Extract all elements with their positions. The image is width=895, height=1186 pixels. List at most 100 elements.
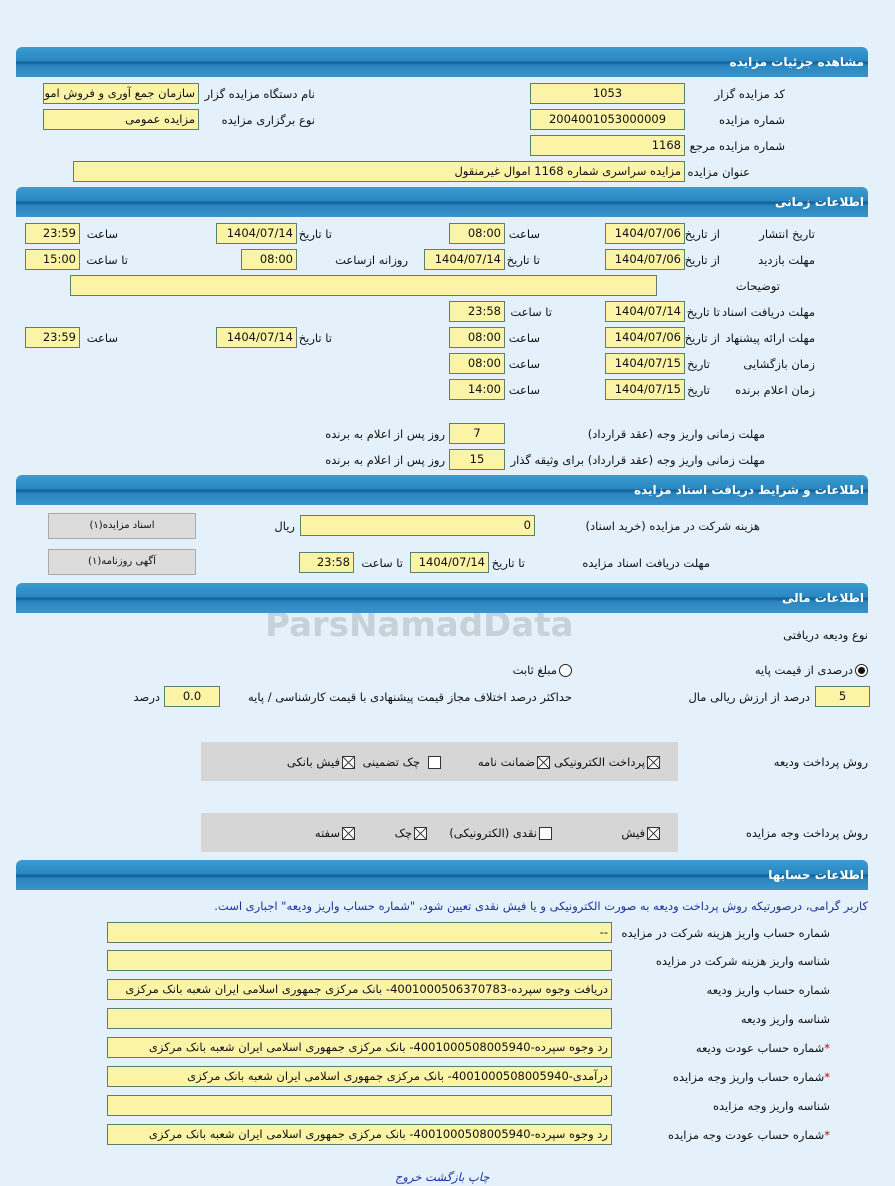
- to-date-label: تا تاریخ: [506, 253, 540, 267]
- account-field[interactable]: رد وجوه سپرده-4001000508005940- بانک مرک…: [107, 1037, 612, 1058]
- time-label: ساعت: [86, 331, 118, 345]
- newspaper-ad-button[interactable]: آگهی روزنامه(۱): [48, 549, 196, 575]
- time-label: ساعت: [86, 227, 118, 241]
- checkbox-label: پرداخت الکترونیکی: [554, 755, 645, 769]
- currency-label: ریال: [274, 519, 295, 533]
- pay-deadline-suffix: روز پس از اعلام به برنده: [325, 427, 445, 441]
- checkbox-checked-icon[interactable]: [647, 826, 660, 840]
- publish-to-time[interactable]: 23:59: [25, 223, 80, 244]
- docs-date-field[interactable]: 1404/07/14: [410, 552, 489, 573]
- checkbox-cheque[interactable]: چک تضمینی: [363, 755, 441, 769]
- checkbox-unchecked-icon[interactable]: [428, 755, 441, 769]
- account-label: *شماره حساب واریز وجه مزایده: [673, 1070, 830, 1084]
- opening-date[interactable]: 1404/07/15: [605, 353, 685, 374]
- visit-to-date[interactable]: 1404/07/14: [424, 249, 505, 270]
- auction-docs-button[interactable]: اسناد مزایده(۱): [48, 513, 196, 539]
- checkbox-label: چک: [394, 826, 412, 840]
- checkbox-unchecked-icon[interactable]: [539, 826, 552, 840]
- checkbox-slip[interactable]: فیش: [621, 826, 660, 840]
- account-field[interactable]: [107, 1095, 612, 1116]
- offer-to-date[interactable]: 1404/07/14: [216, 327, 297, 348]
- ref-label: شماره مزایده مرجع: [689, 139, 785, 153]
- docs-to-date[interactable]: 1404/07/14: [605, 301, 685, 322]
- account-field[interactable]: [107, 1008, 612, 1029]
- subject-field[interactable]: مزایده سراسری شماره 1168 اموال غیرمنقول: [73, 161, 685, 182]
- exit-link[interactable]: خروج: [395, 1170, 422, 1184]
- account-label: شناسه واریز هزینه شرکت در مزایده: [656, 954, 830, 968]
- pay-deadline-pledger-field[interactable]: 15: [449, 449, 505, 470]
- checkbox-checked-icon[interactable]: [342, 755, 355, 769]
- publish-to-date[interactable]: 1404/07/14: [216, 223, 297, 244]
- max-diff-field[interactable]: 0.0: [164, 686, 220, 707]
- offer-to-time[interactable]: 23:59: [25, 327, 80, 348]
- checkbox-promissory[interactable]: سفته: [315, 826, 355, 840]
- visit-to-time[interactable]: 15:00: [25, 249, 80, 270]
- ref-field[interactable]: 1168: [530, 135, 685, 156]
- offer-from-time[interactable]: 08:00: [449, 327, 505, 348]
- payment-method-label: روش پرداخت وجه مزایده: [745, 826, 868, 840]
- accounts-note: کاربر گرامی، درصورتیکه روش پرداخت ودیعه …: [214, 899, 868, 913]
- fee-field[interactable]: 0: [300, 515, 535, 536]
- publish-from-date[interactable]: 1404/07/06: [605, 223, 685, 244]
- from-date-label: از تاریخ: [684, 331, 720, 345]
- docs-deadline-label: مهلت دریافت اسناد: [722, 305, 815, 319]
- checkbox-electronic[interactable]: پرداخت الکترونیکی: [554, 755, 660, 769]
- opening-time[interactable]: 08:00: [449, 353, 505, 374]
- percent-field[interactable]: 5: [815, 686, 870, 707]
- radio-percent[interactable]: درصدی از قیمت پایه: [755, 663, 868, 677]
- winner-date[interactable]: 1404/07/15: [605, 379, 685, 400]
- time-label: ساعت: [508, 227, 540, 241]
- visit-from-date[interactable]: 1404/07/06: [605, 249, 685, 270]
- checkbox-checked-icon[interactable]: [414, 826, 427, 840]
- print-link[interactable]: چاپ: [468, 1170, 490, 1184]
- checkbox-guarantee[interactable]: ضمانت نامه: [478, 755, 550, 769]
- checkbox-bank-slip[interactable]: فیش بانکی: [287, 755, 355, 769]
- from-date-label: از تاریخ: [684, 253, 720, 267]
- code-field[interactable]: 1053: [530, 83, 685, 104]
- checkbox-checked-icon[interactable]: [537, 755, 550, 769]
- winner-time[interactable]: 14:00: [449, 379, 505, 400]
- account-field[interactable]: --: [107, 922, 612, 943]
- section-header-finance: اطلاعات مالی: [16, 583, 868, 613]
- required-mark: *: [824, 1070, 830, 1084]
- checkbox-label: نقدی (الکترونیکی): [449, 826, 537, 840]
- account-label: شناسه واریز ودیعه: [741, 1012, 830, 1026]
- radio-checked-icon[interactable]: [855, 663, 868, 677]
- checkbox-check[interactable]: چک: [395, 826, 427, 840]
- checkbox-label: ضمانت نامه: [477, 755, 535, 769]
- type-field[interactable]: مزایده عمومی: [43, 109, 199, 130]
- org-field[interactable]: سازمان جمع آوری و فروش اموال: [43, 83, 199, 104]
- pay-deadline-field[interactable]: 7: [449, 423, 505, 444]
- offer-from-date[interactable]: 1404/07/06: [605, 327, 685, 348]
- docs-time-field[interactable]: 23:58: [299, 552, 354, 573]
- daily-from-label: روزانه ازساعت: [335, 253, 408, 267]
- account-label-text: شماره حساب عودت ودیعه: [695, 1041, 825, 1055]
- section-title: اطلاعات مالی: [781, 591, 864, 605]
- account-field[interactable]: رد وجوه سپرده-4001000508005940- بانک مرک…: [107, 1124, 612, 1145]
- account-label-text: شناسه واریز ودیعه: [740, 1012, 830, 1026]
- checkbox-checked-icon[interactable]: [342, 826, 355, 840]
- pay-deadline-label: مهلت زمانی واریز وجه (عقد قرارداد): [587, 427, 765, 441]
- code-label: کد مزایده گزار: [714, 87, 785, 101]
- docs-to-time[interactable]: 23:58: [449, 301, 505, 322]
- radio-fixed[interactable]: مبلغ ثابت: [513, 663, 572, 677]
- account-field[interactable]: دریافت وجوه سپرده-4001000506370783- بانک…: [107, 979, 612, 1000]
- account-field[interactable]: [107, 950, 612, 971]
- publish-from-time[interactable]: 08:00: [449, 223, 505, 244]
- checkbox-checked-icon[interactable]: [647, 755, 660, 769]
- visit-daily-from[interactable]: 08:00: [241, 249, 297, 270]
- pay-deadline-pledger-label: مهلت زمانی واریز وجه (عقد قرارداد) برای …: [510, 453, 765, 467]
- account-field[interactable]: درآمدی-4001000508005940- بانک مرکزی جمهو…: [107, 1066, 612, 1087]
- back-link[interactable]: بازگشت: [425, 1170, 465, 1184]
- docs-deadline-label: مهلت دریافت اسناد مزایده: [582, 556, 710, 570]
- checkbox-cash-electronic[interactable]: نقدی (الکترونیکی): [449, 826, 552, 840]
- account-label-text: شماره حساب واریز وجه مزایده: [672, 1070, 825, 1084]
- account-label-text: شماره حساب واریز هزینه شرکت در مزایده: [621, 926, 830, 940]
- notes-field[interactable]: [70, 275, 657, 296]
- number-field[interactable]: 2004001053000009: [530, 109, 685, 130]
- radio-unchecked-icon[interactable]: [559, 663, 572, 677]
- to-time-label: تا ساعت: [86, 253, 128, 267]
- visit-label: مهلت بازدید: [758, 253, 815, 267]
- checkbox-label: فیش بانکی: [286, 755, 340, 769]
- max-diff-unit: درصد: [133, 690, 160, 704]
